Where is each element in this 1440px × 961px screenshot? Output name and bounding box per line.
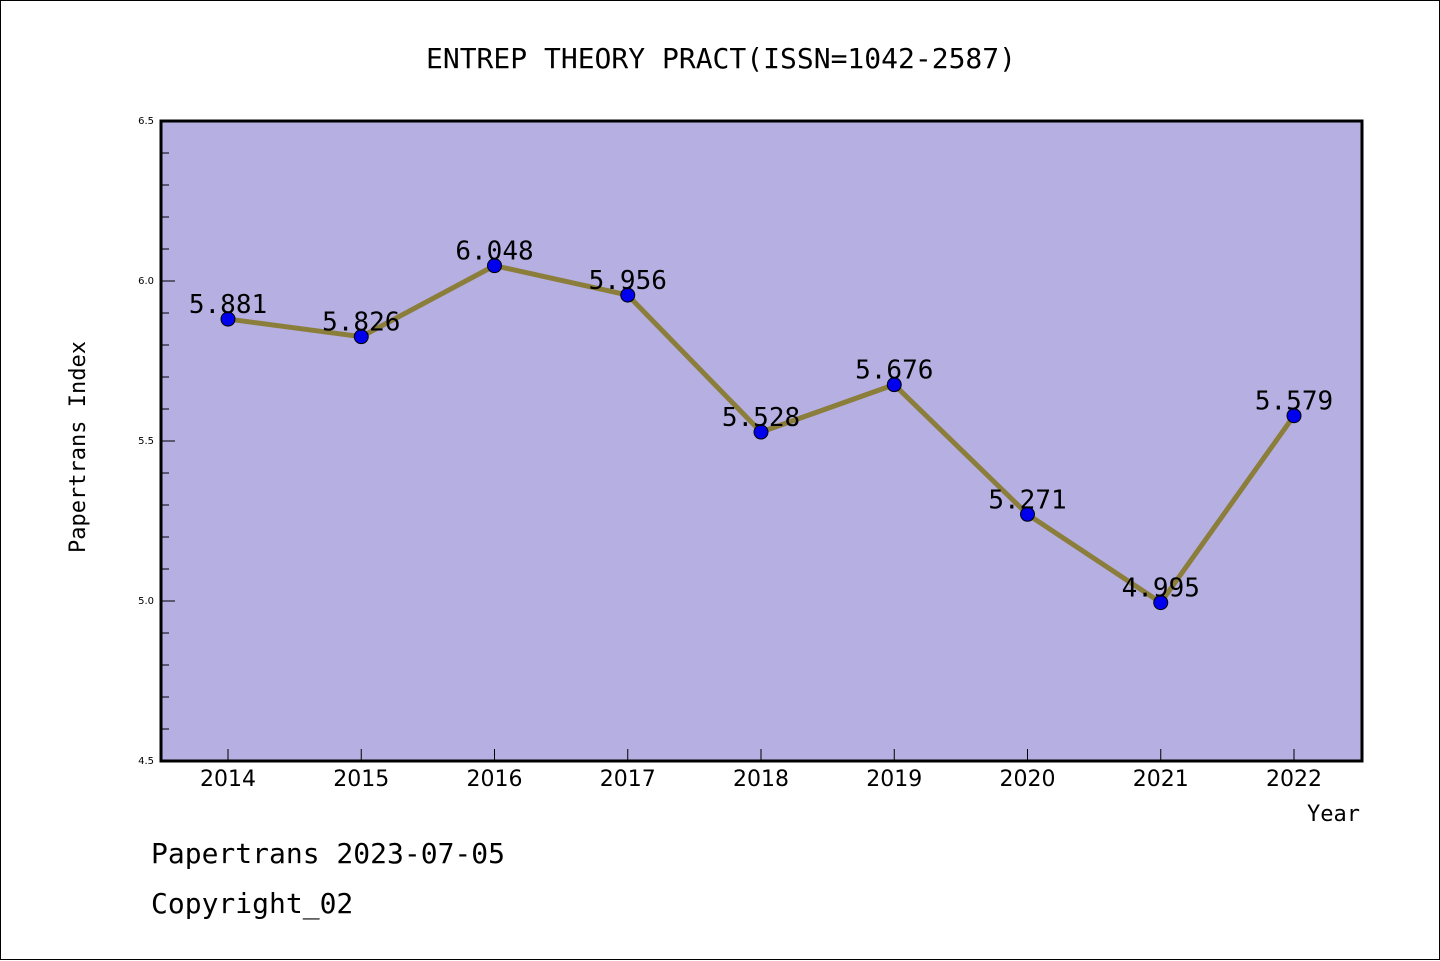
data-point (487, 258, 502, 274)
y-axis-label: Papertrans Index (66, 341, 91, 553)
y-tick-label: 5.0 (138, 596, 154, 607)
data-label: 5.271 (988, 485, 1066, 515)
x-axis: 2014 2015 2016 2017 2018 2019 2020 2021 2022 (200, 749, 1322, 792)
y-tick-label: 6.0 (138, 276, 154, 287)
x-tick-label: 2021 (1133, 767, 1189, 792)
data-label: 5.881 (189, 290, 267, 320)
data-point (1286, 408, 1302, 424)
x-tick-label: 2014 (200, 767, 256, 792)
plot-area (159, 119, 1364, 763)
x-tick-label: 2020 (1000, 767, 1056, 792)
x-tick-label: 2016 (467, 767, 523, 792)
data-label: 6.048 (455, 237, 533, 267)
data-label: 5.676 (855, 356, 933, 386)
data-point (753, 424, 769, 440)
footer-copyright: Copyright_02 (151, 887, 354, 920)
data-point (620, 287, 636, 303)
series-layer: 5.881 5.826 6.048 5.956 5.528 5.676 5.271 4.995… (189, 237, 1333, 611)
y-tick-label: 5.5 (138, 436, 154, 447)
x-tick-label: 2019 (866, 767, 922, 792)
y-tick-label: 4.5 (138, 756, 154, 767)
y-tick-label: 6.5 (138, 116, 154, 127)
footer-source: Papertrans 2023-07-05 (151, 837, 506, 870)
x-tick-label: 2022 (1266, 767, 1322, 792)
data-point (886, 377, 902, 393)
x-tick-label: 2015 (333, 767, 389, 792)
chart-title: ENTREP THEORY PRACT(ISSN=1042-2587) (426, 42, 1016, 75)
data-label: 5.826 (322, 308, 400, 338)
data-point (1020, 506, 1035, 522)
x-axis-label: Year (1307, 802, 1360, 827)
data-point (220, 311, 236, 327)
data-point (1153, 595, 1169, 611)
x-tick-label: 2017 (600, 767, 656, 792)
data-label: 5.528 (722, 403, 800, 433)
data-label: 5.956 (589, 266, 667, 296)
data-label: 5.579 (1255, 387, 1333, 417)
data-label: 4.995 (1122, 574, 1200, 604)
x-tick-label: 2018 (733, 767, 789, 792)
data-point (353, 329, 369, 345)
y-axis: 4.5 5.0 5.5 6.0 6.5 (138, 116, 175, 767)
